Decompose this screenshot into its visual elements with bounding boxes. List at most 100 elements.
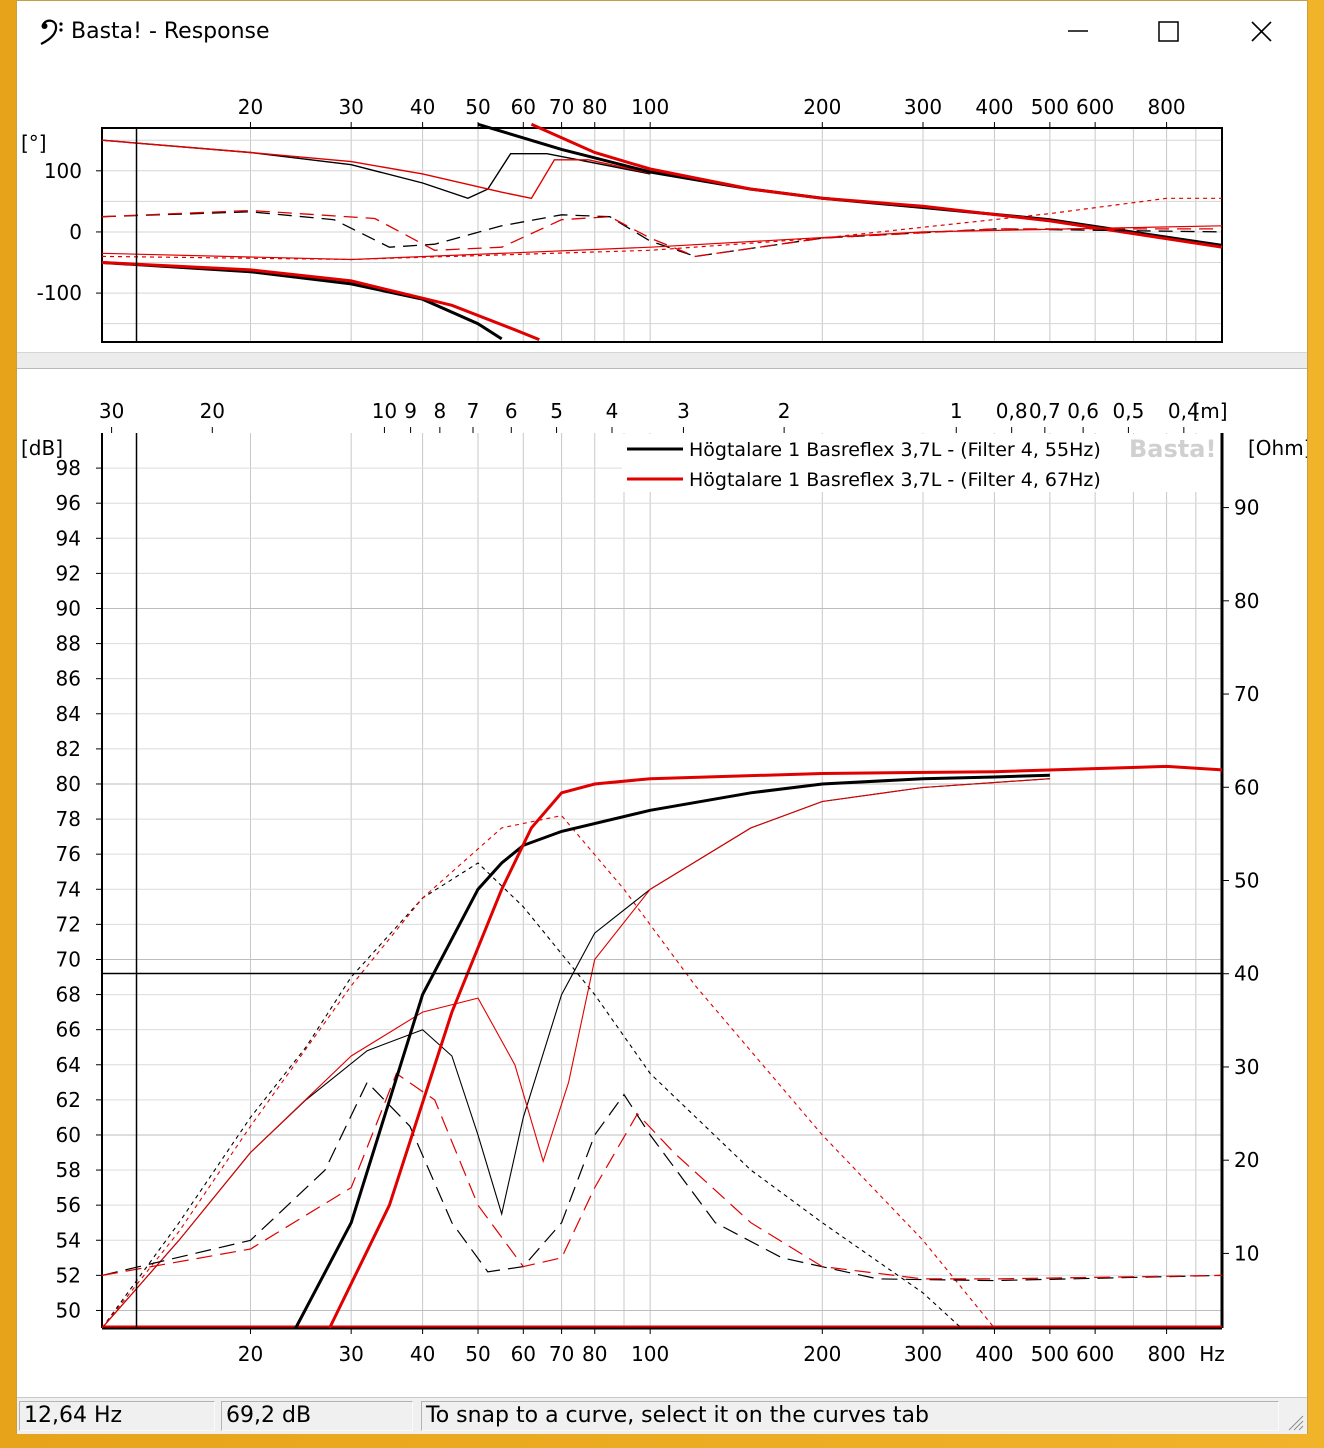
spl-y-tick-label: 74: [56, 877, 81, 901]
phase-frame: [101, 127, 1223, 343]
spl-y-tick-label: 62: [56, 1088, 81, 1112]
basta-watermark: Basta!: [1129, 435, 1216, 463]
minimize-button[interactable]: [1055, 9, 1101, 55]
phase-curve-black: [101, 139, 651, 200]
spl-x-tick-label: 300: [904, 1342, 942, 1366]
phase-curve-black-dash: [101, 211, 1223, 258]
phase-x-tick-label: 20: [238, 95, 263, 119]
legend-entry: Högtalare 1 Basreflex 3,7L - (Filter 4, …: [689, 469, 1101, 491]
spl-y2-tick-label: 80: [1234, 589, 1259, 613]
spl-y-tick-label: 72: [56, 912, 81, 936]
spl-x-tick-label: 30: [338, 1342, 363, 1366]
spl-wavelength-label: 4: [606, 399, 619, 423]
spl-x-tick-label: 800: [1147, 1342, 1185, 1366]
spl-wavelength-label: 9: [404, 399, 417, 423]
spl-y-tick-label: 70: [56, 947, 81, 971]
spl-wavelength-label: 2: [778, 399, 791, 423]
phase-x-tick-label: 40: [410, 95, 435, 119]
spl-y2-tick-label: 90: [1234, 496, 1259, 520]
phase-x-tick-label: 600: [1076, 95, 1114, 119]
spl-wavelength-label: 6: [505, 399, 518, 423]
spl-y-tick-label: 66: [56, 1018, 81, 1042]
spl-x-tick-label: 400: [975, 1342, 1013, 1366]
spl-y2-label: [Ohm]: [1248, 436, 1307, 460]
spl-wavelength-label: 0,6: [1067, 399, 1099, 423]
phase-x-tick-label: 200: [803, 95, 841, 119]
spl-y2-tick-label: 40: [1234, 962, 1259, 986]
legend-box: [622, 434, 1220, 492]
spl-x-tick-label: 500: [1031, 1342, 1069, 1366]
phase-grid: [102, 128, 1222, 342]
spl-y-tick-label: 90: [56, 596, 81, 620]
title-bar[interactable]: Basta! - Response: [17, 1, 1307, 64]
phase-x-tick-label: 400: [975, 95, 1013, 119]
spl-x-tick-label: 40: [410, 1342, 435, 1366]
maximize-button[interactable]: [1146, 9, 1192, 55]
spl-grid: [102, 433, 1222, 1328]
spl-x-tick-label: 60: [511, 1342, 536, 1366]
bass-clef-icon: [40, 19, 63, 45]
spl-curve-black-dotted: [101, 862, 962, 1329]
spl-wavelength-label: 0,7: [1029, 399, 1061, 423]
spl-y2-tick-label: 20: [1234, 1148, 1259, 1172]
spl-y-tick-label: 92: [56, 561, 81, 585]
spl-curve-red-dashed: [101, 1072, 1223, 1280]
spl-wavelength-label: 7: [467, 399, 480, 423]
spl-y-tick-label: 54: [56, 1228, 81, 1252]
phase-x-tick-label: 80: [582, 95, 607, 119]
status-hint: To snap to a curve, select it on the cur…: [421, 1401, 1279, 1431]
spl-y2-tick-label: 70: [1234, 682, 1259, 706]
spl-y-tick-label: 94: [56, 526, 81, 550]
spl-curve-red-thin: [101, 778, 1050, 1329]
spl-y-tick-label: 68: [56, 983, 81, 1007]
panel-splitter[interactable]: [17, 352, 1307, 369]
phase-x-tick-label: 70: [549, 95, 574, 119]
spl-y2-tick-label: 60: [1234, 775, 1259, 799]
spl-y-tick-label: 82: [56, 737, 81, 761]
phase-chart[interactable]: 20 30 40 50 60 70 80 100 200 300 400 500 600 8001000-…: [17, 65, 1307, 351]
phase-x-tick-label: 50: [465, 95, 490, 119]
phase-curves: [101, 122, 1223, 341]
spl-y-tick-label: 58: [56, 1158, 81, 1182]
phase-curve-red-thick: [530, 122, 1223, 249]
phase-curve-red-thin: [101, 225, 1223, 261]
spl-x-label: Hz: [1199, 1342, 1225, 1366]
spl-x-tick-label: 20: [238, 1342, 263, 1366]
spl-x-tick-label: 70: [549, 1342, 574, 1366]
spl-y-tick-label: 76: [56, 842, 81, 866]
phase-y-unit: [°]: [21, 131, 47, 155]
phase-y-tick-label: 100: [44, 159, 82, 183]
response-window: Basta! - Response 20 30 40 50 60 70 80 100 200 30…: [16, 0, 1308, 1434]
spl-y-tick-label: 56: [56, 1193, 81, 1217]
spl-x-tick-label: 100: [631, 1342, 669, 1366]
phase-x-tick-label: 500: [1031, 95, 1069, 119]
spl-wavelength-label: 0,8: [996, 399, 1028, 423]
spl-y-tick-label: 50: [56, 1298, 81, 1322]
spl-wavelength-label: 1: [950, 399, 963, 423]
phase-y-tick-label: -100: [37, 281, 82, 305]
spl-x-tick-label: 80: [582, 1342, 607, 1366]
spl-legend: Högtalare 1 Basreflex 3,7L - (Filter 4, …: [622, 434, 1220, 492]
spl-y-tick-label: 52: [56, 1263, 81, 1287]
minimize-icon: [1068, 30, 1088, 32]
spl-wavelength-label: 0,4: [1168, 399, 1200, 423]
phase-x-tick-label: 30: [338, 95, 363, 119]
spl-wavelength-label: 8: [433, 399, 446, 423]
close-button[interactable]: [1239, 9, 1285, 55]
spl-y-tick-label: 80: [56, 772, 81, 796]
spl-series-1: [294, 773, 1050, 1329]
phase-curve-black-low: [101, 261, 503, 341]
close-icon: [1251, 21, 1272, 42]
resize-grip-icon[interactable]: [1285, 1412, 1305, 1432]
spl-curve-black-thin: [101, 778, 1050, 1329]
spl-chart[interactable]: 5052545658606264666870727476788082848688…: [17, 370, 1307, 1396]
phase-x-tick-label: 100: [631, 95, 669, 119]
phase-x-tick-label: 800: [1147, 95, 1185, 119]
spl-y2-tick-label: 50: [1234, 869, 1259, 893]
spl-component-curves: [101, 778, 1223, 1329]
status-bar: 12,64 Hz 69,2 dB To snap to a curve, sel…: [17, 1397, 1307, 1434]
spl-y2-tick-label: 30: [1234, 1055, 1259, 1079]
legend-entry: Högtalare 1 Basreflex 3,7L - (Filter 4, …: [689, 439, 1101, 461]
spl-top-axis-label: [m]: [1192, 399, 1227, 423]
spl-wavelength-label: 0,5: [1112, 399, 1144, 423]
